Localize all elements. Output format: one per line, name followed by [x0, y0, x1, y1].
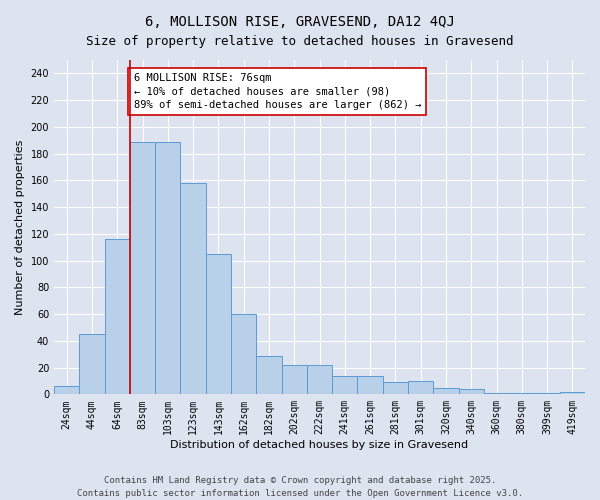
Bar	[130, 142, 155, 394]
Bar	[181, 183, 206, 394]
Bar	[206, 254, 231, 394]
Text: Contains HM Land Registry data © Crown copyright and database right 2025.
Contai: Contains HM Land Registry data © Crown c…	[77, 476, 523, 498]
Text: 6 MOLLISON RISE: 76sqm
← 10% of detached houses are smaller (98)
89% of semi-det: 6 MOLLISON RISE: 76sqm ← 10% of detached…	[134, 74, 421, 110]
Bar	[458, 389, 484, 394]
Bar	[155, 142, 181, 394]
Bar	[281, 365, 307, 394]
Y-axis label: Number of detached properties: Number of detached properties	[15, 140, 25, 315]
Bar	[383, 382, 408, 394]
Bar	[433, 388, 458, 394]
Bar	[256, 356, 281, 395]
Bar	[358, 376, 383, 394]
Bar	[79, 334, 104, 394]
Bar	[332, 376, 358, 394]
Text: Size of property relative to detached houses in Gravesend: Size of property relative to detached ho…	[86, 35, 514, 48]
Text: 6, MOLLISON RISE, GRAVESEND, DA12 4QJ: 6, MOLLISON RISE, GRAVESEND, DA12 4QJ	[145, 15, 455, 29]
Bar	[54, 386, 79, 394]
Bar	[509, 393, 535, 394]
Bar	[535, 393, 560, 394]
X-axis label: Distribution of detached houses by size in Gravesend: Distribution of detached houses by size …	[170, 440, 469, 450]
Bar	[560, 392, 585, 394]
Bar	[484, 393, 509, 394]
Bar	[104, 239, 130, 394]
Bar	[307, 365, 332, 394]
Bar	[408, 381, 433, 394]
Bar	[231, 314, 256, 394]
